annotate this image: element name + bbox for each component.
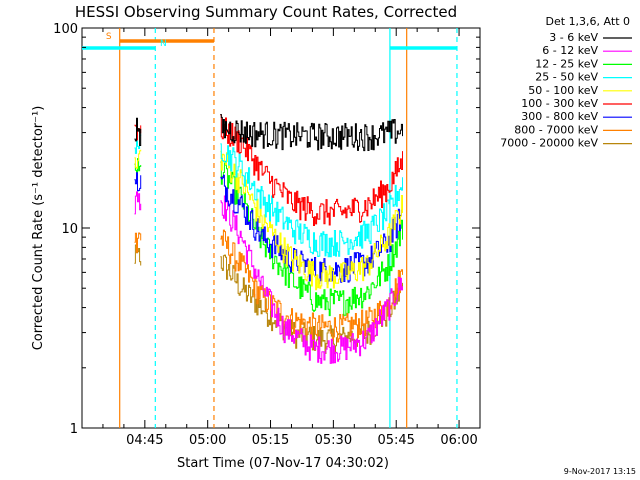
- legend-label-8: 7000 - 20000 keV: [500, 137, 598, 150]
- flag-label-1: N: [160, 39, 167, 49]
- legend-label-7: 800 - 7000 keV: [514, 123, 598, 136]
- series-trace-2-1: [220, 160, 403, 317]
- legend-header: Det 1,3,6, Att 0: [546, 15, 630, 28]
- x-tick-label-4: 05:45: [377, 433, 414, 448]
- y-tick-label-2: 100: [53, 22, 78, 37]
- series-trace-2-0: [134, 158, 142, 176]
- legend-label-5: 100 - 300 keV: [521, 97, 598, 110]
- series-trace-4-1: [220, 150, 403, 291]
- legend-label-2: 12 - 25 keV: [535, 57, 598, 70]
- flag-label-0: S: [106, 32, 112, 42]
- x-axis-label: Start Time (07-Nov-17 04:30:02): [177, 456, 389, 471]
- data-series: [134, 114, 403, 364]
- series-trace-0-1: [220, 114, 403, 152]
- legend-label-0: 3 - 6 keV: [549, 31, 598, 44]
- legend-label-4: 50 - 100 keV: [528, 84, 598, 97]
- axes: 1 10 100 04:45 05:00 05:15 05:30 05:45 06:00: [53, 22, 480, 448]
- series-trace-1-1: [220, 195, 403, 364]
- series-trace-0-0: [134, 117, 142, 146]
- x-tick-label-3: 05:30: [315, 433, 352, 448]
- y-axis-label: Corrected Count Rate (s⁻¹ detector⁻¹): [31, 106, 46, 351]
- legend-label-3: 25 - 50 keV: [535, 71, 598, 84]
- x-tick-label-2: 05:15: [252, 433, 289, 448]
- series-trace-1-0: [134, 191, 142, 215]
- series-trace-4-0: [134, 149, 142, 169]
- legend-label-1: 6 - 12 keV: [542, 44, 598, 57]
- series-trace-3-1: [220, 143, 403, 258]
- x-tick-label-5: 06:00: [440, 433, 477, 448]
- x-tick-label-0: 04:45: [126, 433, 163, 448]
- series-trace-6-0: [134, 172, 142, 192]
- y-tick-label-1: 10: [61, 222, 78, 237]
- x-tick-label-1: 05:00: [189, 433, 226, 448]
- y-tick-label-0: 1: [70, 422, 78, 437]
- chart-title: HESSI Observing Summary Count Rates, Cor…: [75, 3, 457, 21]
- marker-lines: [119, 28, 458, 428]
- plot-frame: [81, 27, 481, 429]
- timestamp: 9-Nov-2017 13:15: [564, 467, 636, 476]
- flag-bars: SN: [82, 32, 457, 50]
- legend-label-6: 300 - 800 keV: [521, 110, 598, 123]
- series-trace-7-0: [134, 232, 142, 253]
